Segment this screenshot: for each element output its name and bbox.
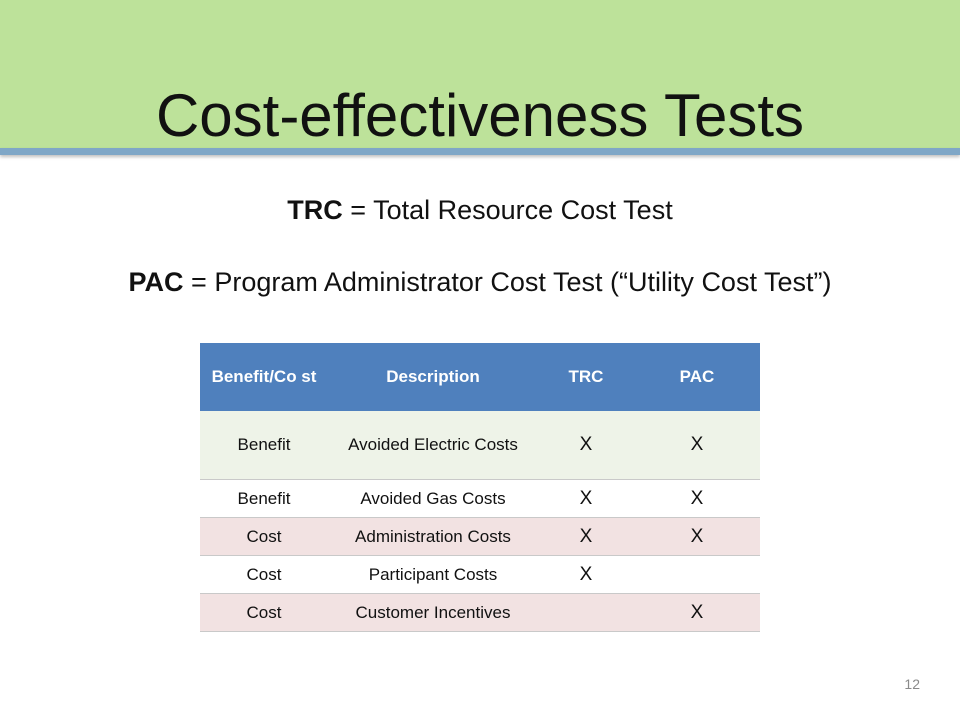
cell-trc: X	[538, 517, 634, 556]
table-row: Benefit Avoided Gas Costs X X	[200, 479, 760, 518]
table-row: Benefit Avoided Electric Costs X X	[200, 411, 760, 480]
title-band	[0, 0, 960, 148]
trc-abbreviation: TRC	[287, 195, 343, 225]
cell-pac: X	[634, 411, 760, 480]
title-divider	[0, 148, 960, 155]
cell-pac: X	[634, 517, 760, 556]
pac-definition-text: = Program Administrator Cost Test (“Util…	[183, 267, 832, 297]
header-benefit-cost: Benefit/Co st	[200, 343, 328, 411]
trc-definition: TRC = Total Resource Cost Test	[0, 193, 960, 227]
table-header-row: Benefit/Co st Description TRC PAC	[200, 343, 760, 411]
cost-effectiveness-table: Benefit/Co st Description TRC PAC Benefi…	[200, 343, 760, 632]
cell-trc: X	[538, 479, 634, 518]
cell-pac: X	[634, 593, 760, 632]
header-description: Description	[328, 343, 538, 411]
table-row: Cost Administration Costs X X	[200, 517, 760, 556]
cell-type: Benefit	[200, 411, 328, 480]
pac-definition: PAC = Program Administrator Cost Test (“…	[0, 265, 960, 299]
cell-trc: X	[538, 555, 634, 594]
cell-description: Avoided Gas Costs	[328, 479, 538, 518]
cell-trc	[538, 593, 634, 632]
cell-type: Cost	[200, 555, 328, 594]
cell-description: Avoided Electric Costs	[328, 411, 538, 480]
cell-description: Customer Incentives	[328, 593, 538, 632]
slide-title: Cost-effectiveness Tests	[155, 82, 805, 150]
cell-type: Benefit	[200, 479, 328, 518]
trc-definition-text: = Total Resource Cost Test	[342, 195, 673, 225]
cell-description: Participant Costs	[328, 555, 538, 594]
cell-description: Administration Costs	[328, 517, 538, 556]
cell-type: Cost	[200, 517, 328, 556]
table-row: Cost Participant Costs X	[200, 555, 760, 594]
page-number: 12	[904, 676, 920, 692]
header-trc: TRC	[538, 343, 634, 411]
cell-pac	[634, 555, 760, 594]
pac-abbreviation: PAC	[128, 267, 184, 297]
header-pac: PAC	[634, 343, 760, 411]
cell-type: Cost	[200, 593, 328, 632]
cell-pac: X	[634, 479, 760, 518]
cell-trc: X	[538, 411, 634, 480]
table-row: Cost Customer Incentives X	[200, 593, 760, 632]
